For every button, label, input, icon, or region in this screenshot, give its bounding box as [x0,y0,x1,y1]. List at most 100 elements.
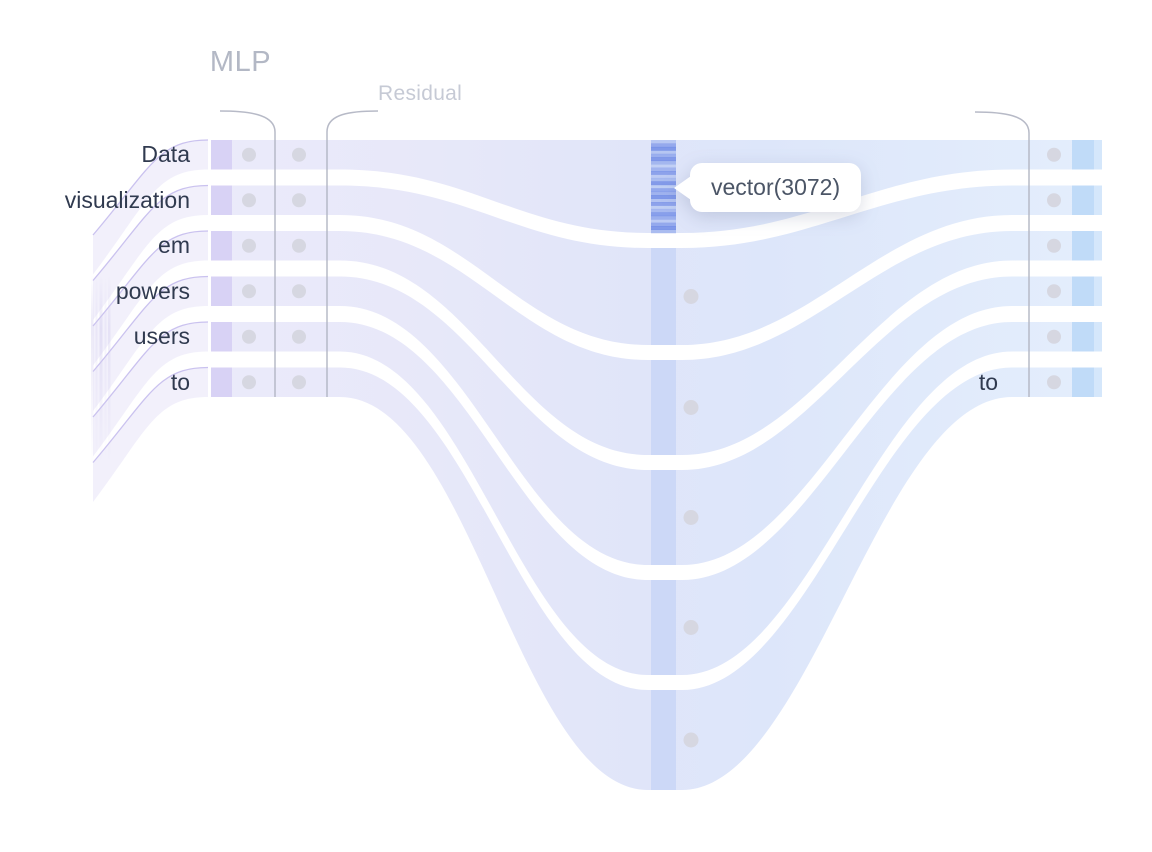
residual-vector-segment[interactable] [651,690,676,790]
vector-heatmap-stripe [651,153,676,158]
residual-vector-segment[interactable] [651,470,676,565]
output-segment[interactable] [1072,367,1094,398]
vector-heatmap-stripe [651,219,676,224]
tooltip-text: vector(3072) [711,174,841,200]
mlp-layer-label: MLP [209,46,272,78]
entry-stripe [99,275,103,465]
vector-heatmap-stripe [651,191,676,196]
mlp-layer-dot [242,238,256,253]
tooltip-arrow-icon [674,175,691,200]
token-label-powers: powers [115,277,190,304]
embedding-segment[interactable] [211,276,232,307]
residual-vector-segment[interactable] [651,248,676,345]
output-segment[interactable] [1072,322,1094,352]
residual-layer-label: Residual [378,82,463,105]
vector-heatmap-stripe [651,205,676,210]
entry-ribbon [93,231,208,366]
vector-heatmap-stripe [651,164,676,168]
mlp-layer-dot [292,284,306,299]
entry-vector-stripes [91,275,111,465]
vector-heatmap-stripe [651,181,676,186]
residual-vector-segment[interactable] [651,140,676,233]
entry-stripe [95,275,98,465]
output-segment[interactable] [1072,140,1094,170]
vector-heatmap-stripe [651,167,676,172]
mlp-layer-dot [292,375,306,390]
mlp-layer-dot [242,147,256,162]
entry-stripe [108,275,111,465]
entry-ribbon [93,367,208,502]
entry-ribbons [92,139,209,502]
token-band-em [211,231,1102,455]
vector-heatmap-stripe [651,184,676,189]
vector-heatmap-stripe [651,208,676,213]
vector-heatmap-stripe [651,188,676,193]
vector-tooltip: vector(3072) [674,163,862,212]
mlp-layer-dot [242,375,256,390]
vector-heatmap-stripe [651,150,676,155]
mlp-layer-dot [242,193,256,208]
output-layer-dot [1047,193,1061,208]
layer-bracket-lines [219,110,1030,397]
mlp-layer-dot [292,147,306,162]
token-band-users [211,322,1102,675]
vector-heatmap-stripe [651,177,676,182]
output-layer-dot [1047,329,1061,344]
output-layer-dot [1047,284,1061,299]
vector-heatmap-stripe [651,226,676,230]
entry-ribbon-edge [92,366,209,463]
entry-ribbon [93,140,208,275]
vector-heatmap-stripe [651,157,676,162]
embedding-segments [211,140,232,397]
output-segment-edge [1094,276,1102,306]
output-segment-edge [1094,231,1102,261]
embedding-segment[interactable] [211,322,232,352]
vector-heatmap-stripe [651,222,676,227]
mlp-layer-dot [292,329,306,344]
output-segment[interactable] [1072,276,1094,307]
layer-bracket-line [974,111,1030,397]
embedding-segment[interactable] [211,185,232,216]
mlp-layer-dot [242,329,256,344]
vector-heatmap-stripe [651,202,676,206]
vector-heatmap-stripe [651,215,676,220]
entry-ribbon [93,276,208,411]
output-token-label: to [978,368,998,395]
mlp-layer-dot [292,238,306,253]
entry-ribbon [93,322,208,457]
output-segment-edge [1094,140,1102,170]
vector-heatmap-stripe [651,160,676,165]
entry-ribbon-edge [92,184,209,281]
output-segment[interactable] [1072,185,1094,216]
vector-heatmap-stripe [651,143,676,148]
residual-vector-segment[interactable] [651,580,676,675]
embedding-segment[interactable] [211,367,232,398]
entry-ribbon-edge [92,230,209,327]
layer-dots [242,147,1061,748]
token-band-powers [211,276,1102,565]
token-label-to: to [170,368,190,395]
mlp-layer-dot [242,284,256,299]
vector-heatmap-stripe [651,174,676,179]
output-segment-edge [1094,185,1102,215]
token-label-visualization: visualization [64,186,190,213]
embedding-segment[interactable] [211,231,232,261]
output-segments [1072,140,1102,397]
entry-stripe [104,275,107,465]
entry-stripe [91,275,94,465]
vector-heatmap-stripe [651,146,676,151]
token-label-users: users [133,323,190,349]
output-segment-edge [1094,322,1102,352]
embedding-segment[interactable] [211,140,232,170]
vector-heatmap-stripe [651,195,676,199]
residual-layer-dot [683,510,699,525]
residual-vector-segment[interactable] [651,360,676,455]
token-label-em: em [158,232,190,258]
vector-heatmap-stripe [651,212,676,217]
token-label-Data: Data [141,141,190,167]
entry-ribbon-edge [92,321,209,418]
residual-vector-column [651,140,676,790]
output-segment[interactable] [1072,231,1094,261]
